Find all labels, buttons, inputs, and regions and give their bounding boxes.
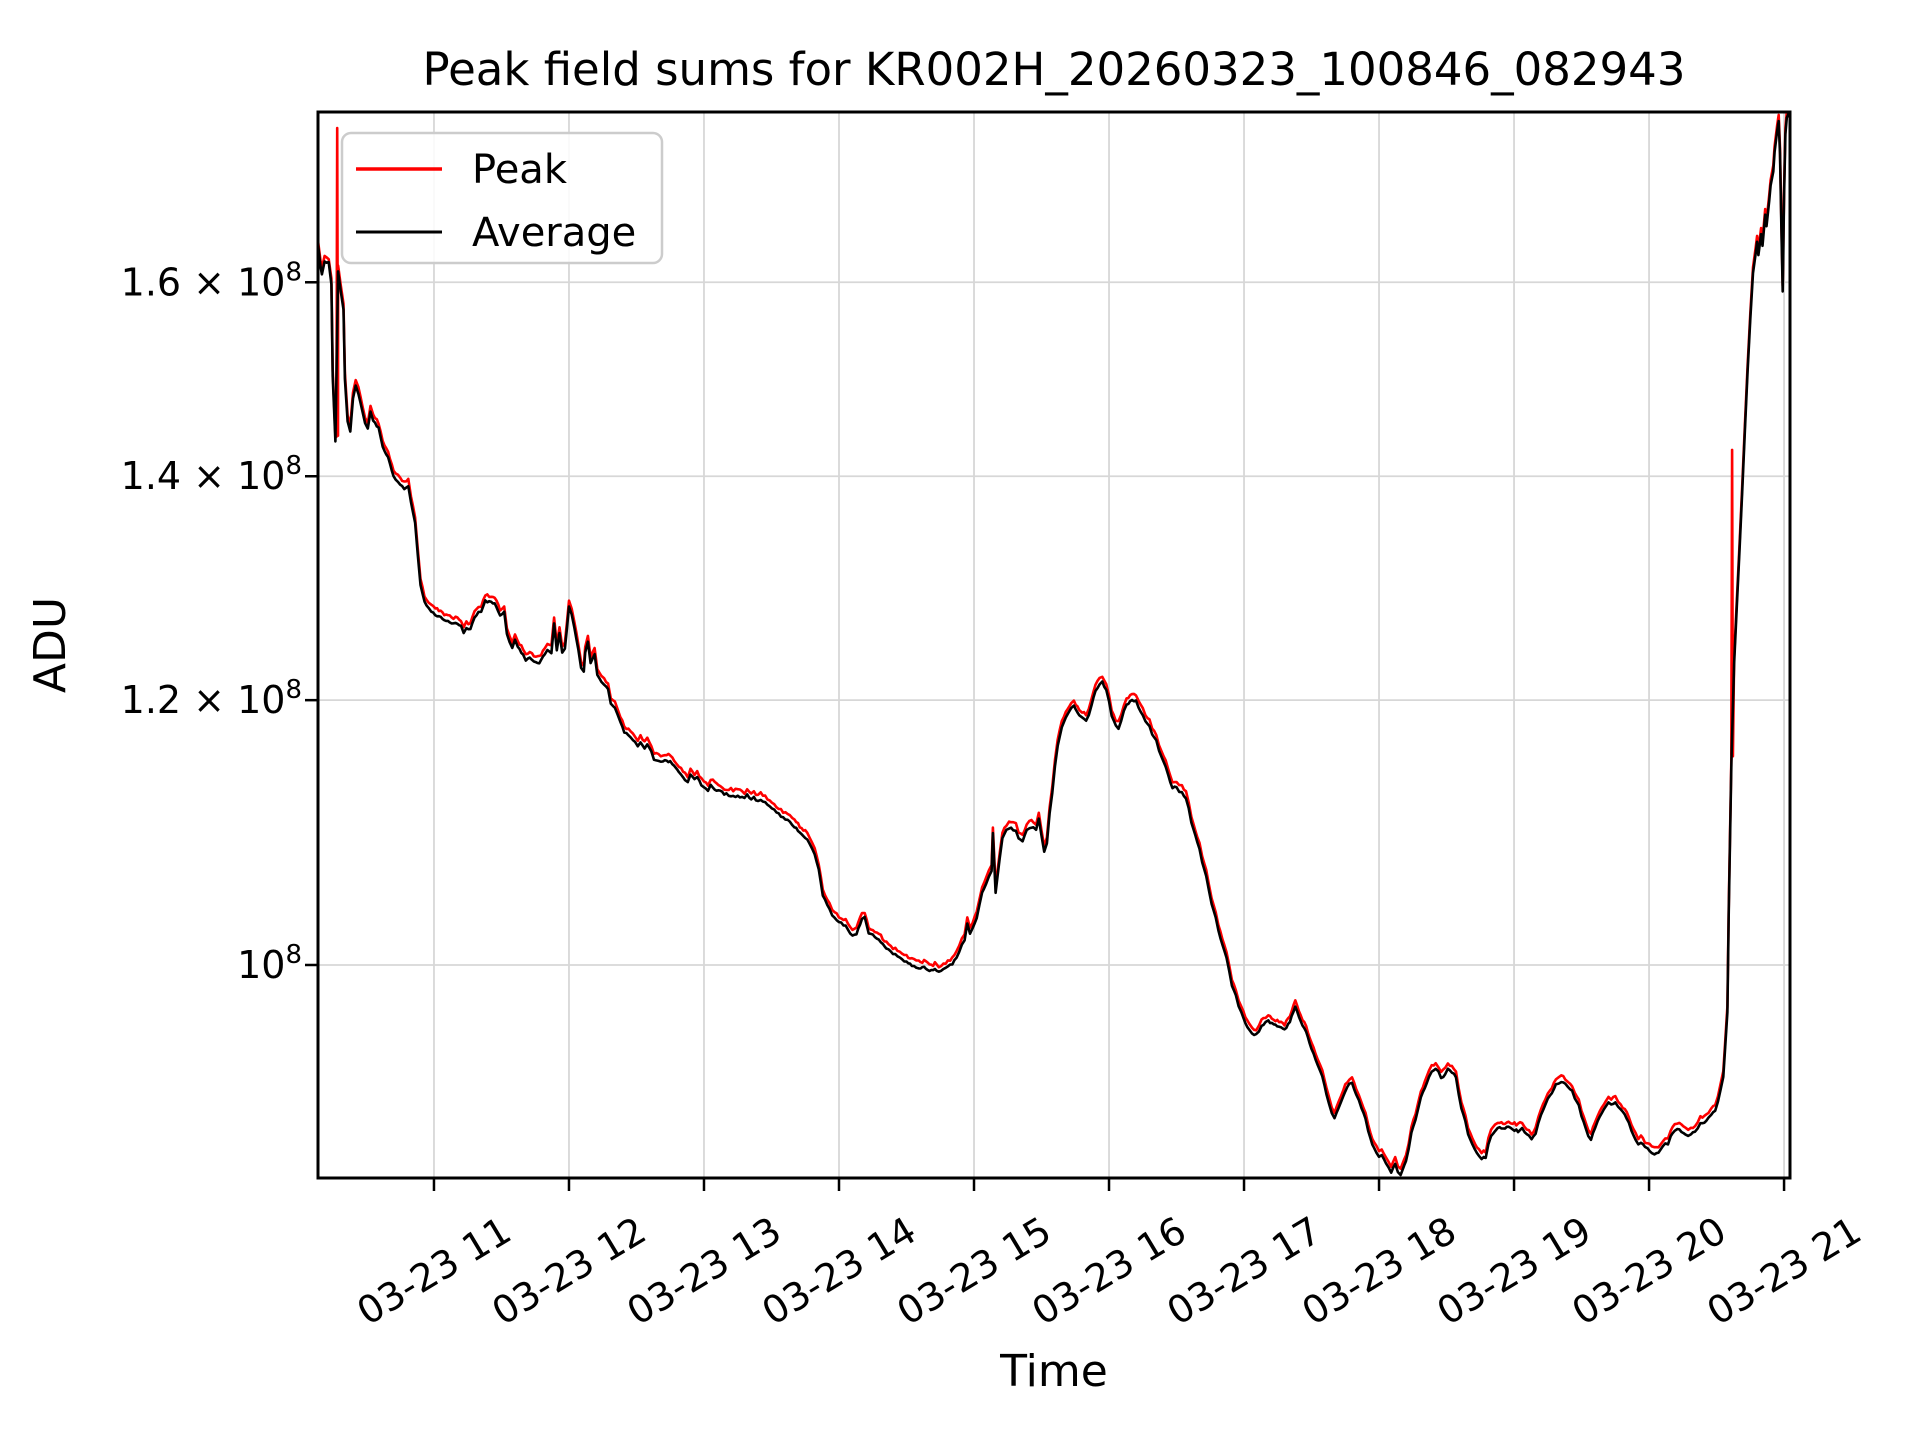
x-tick-marks: [432, 1178, 1786, 1191]
x-tick-label: 03-23 15: [889, 1208, 1058, 1334]
x-tick-label: 03-23 14: [754, 1208, 923, 1334]
x-tick-label: 03-23 20: [1564, 1208, 1733, 1334]
y-tick-label: 1.4 × 108: [121, 451, 302, 498]
series-average-line: [318, 112, 1790, 1177]
grid-lines: [318, 112, 1790, 1178]
x-tick-label: 03-23 21: [1700, 1208, 1869, 1334]
x-axis-label: Time: [999, 1346, 1108, 1397]
y-tick-marks: [305, 281, 318, 967]
axes-spines: [316, 110, 1792, 1180]
x-tick-label: 03-23 11: [349, 1208, 518, 1334]
x-tick-label: 03-23 16: [1024, 1208, 1193, 1334]
y-tick-labels: 108 1.2 × 108 1.4 × 108 1.6 × 108: [121, 257, 302, 987]
x-tick-label: 03-23 19: [1429, 1208, 1598, 1334]
legend-average-label: Average: [472, 210, 636, 256]
series-peak-line: [318, 112, 1789, 1170]
y-tick-label: 1.2 × 108: [121, 675, 302, 722]
x-tick-label: 03-23 12: [484, 1208, 653, 1334]
y-tick-label: 1.6 × 108: [121, 257, 302, 304]
legend: Peak Average: [340, 131, 664, 265]
x-tick-label: 03-23 18: [1294, 1208, 1463, 1334]
legend-peak-label: Peak: [472, 147, 568, 193]
plot-title: Peak field sums for KR002H_20260323_1008…: [423, 43, 1686, 96]
x-tick-label: 03-23 13: [619, 1208, 788, 1334]
y-tick-label: 108: [237, 940, 302, 987]
y-axis-label: ADU: [25, 597, 76, 693]
x-tick-label: 03-23 17: [1159, 1208, 1328, 1334]
